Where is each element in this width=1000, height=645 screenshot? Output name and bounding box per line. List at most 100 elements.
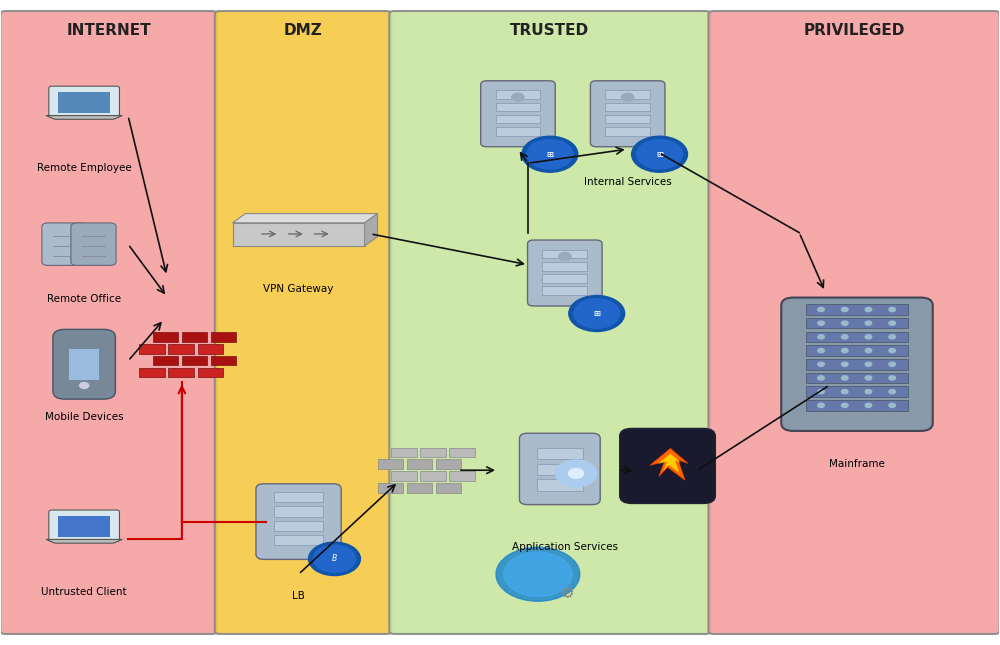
Circle shape <box>865 335 872 339</box>
FancyBboxPatch shape <box>256 484 341 559</box>
FancyBboxPatch shape <box>806 359 908 370</box>
Circle shape <box>889 348 895 353</box>
FancyBboxPatch shape <box>389 11 710 634</box>
Circle shape <box>632 136 687 172</box>
Circle shape <box>865 390 872 393</box>
FancyBboxPatch shape <box>139 368 165 377</box>
FancyBboxPatch shape <box>198 344 223 353</box>
FancyBboxPatch shape <box>542 274 587 283</box>
FancyBboxPatch shape <box>211 332 236 342</box>
Circle shape <box>841 390 848 393</box>
Circle shape <box>818 335 824 339</box>
Circle shape <box>555 460 597 487</box>
Text: Mainframe: Mainframe <box>829 459 885 469</box>
Circle shape <box>841 321 848 325</box>
Circle shape <box>865 403 872 408</box>
FancyBboxPatch shape <box>542 286 587 295</box>
Circle shape <box>818 390 824 393</box>
Circle shape <box>818 308 824 312</box>
Polygon shape <box>233 223 365 246</box>
Circle shape <box>865 308 872 312</box>
FancyBboxPatch shape <box>605 127 650 135</box>
FancyBboxPatch shape <box>605 103 650 111</box>
FancyBboxPatch shape <box>806 332 908 342</box>
Circle shape <box>841 376 848 380</box>
Text: TRUSTED: TRUSTED <box>510 23 589 38</box>
FancyBboxPatch shape <box>806 318 908 328</box>
FancyBboxPatch shape <box>436 483 461 493</box>
FancyBboxPatch shape <box>496 115 540 123</box>
Text: Remote Office: Remote Office <box>47 293 121 304</box>
FancyBboxPatch shape <box>590 81 665 146</box>
FancyBboxPatch shape <box>519 433 600 504</box>
FancyBboxPatch shape <box>53 330 115 399</box>
Circle shape <box>865 376 872 380</box>
Text: Mobile Devices: Mobile Devices <box>45 412 123 422</box>
FancyBboxPatch shape <box>71 223 116 265</box>
Circle shape <box>865 362 872 366</box>
Text: Internal Services: Internal Services <box>584 177 672 187</box>
Circle shape <box>512 94 524 101</box>
FancyBboxPatch shape <box>496 127 540 135</box>
Text: ⊞: ⊞ <box>593 309 600 318</box>
Circle shape <box>889 321 895 325</box>
Text: ⚙: ⚙ <box>560 586 574 600</box>
FancyBboxPatch shape <box>153 356 178 366</box>
Circle shape <box>889 376 895 380</box>
Circle shape <box>865 321 872 325</box>
FancyBboxPatch shape <box>449 448 475 457</box>
Polygon shape <box>658 453 681 473</box>
FancyBboxPatch shape <box>436 459 461 469</box>
FancyBboxPatch shape <box>420 471 446 481</box>
FancyBboxPatch shape <box>182 332 207 342</box>
Circle shape <box>522 136 578 172</box>
FancyBboxPatch shape <box>537 464 583 475</box>
FancyBboxPatch shape <box>542 250 587 258</box>
Circle shape <box>559 253 571 261</box>
Circle shape <box>889 362 895 366</box>
FancyBboxPatch shape <box>537 479 583 491</box>
FancyBboxPatch shape <box>806 386 908 397</box>
Circle shape <box>569 468 584 478</box>
Text: B: B <box>332 554 337 563</box>
Circle shape <box>889 403 895 408</box>
Text: Application Services: Application Services <box>512 542 618 552</box>
FancyBboxPatch shape <box>528 240 602 306</box>
FancyBboxPatch shape <box>139 344 165 353</box>
Circle shape <box>622 94 634 101</box>
FancyBboxPatch shape <box>274 492 323 502</box>
Circle shape <box>569 295 625 332</box>
FancyBboxPatch shape <box>274 506 323 517</box>
FancyBboxPatch shape <box>537 448 583 459</box>
Text: Untrusted Client: Untrusted Client <box>41 587 127 597</box>
FancyBboxPatch shape <box>449 471 475 481</box>
Circle shape <box>841 348 848 353</box>
Circle shape <box>309 542 360 575</box>
Polygon shape <box>46 115 122 119</box>
FancyBboxPatch shape <box>182 356 207 366</box>
Text: INTERNET: INTERNET <box>66 23 151 38</box>
FancyBboxPatch shape <box>58 516 110 537</box>
Text: ⊞: ⊞ <box>656 150 663 159</box>
FancyBboxPatch shape <box>168 344 194 353</box>
FancyBboxPatch shape <box>620 428 715 504</box>
FancyBboxPatch shape <box>496 90 540 99</box>
Circle shape <box>865 348 872 353</box>
FancyBboxPatch shape <box>781 297 933 431</box>
FancyBboxPatch shape <box>378 459 403 469</box>
Text: VPN Gateway: VPN Gateway <box>263 284 334 294</box>
Circle shape <box>841 362 848 366</box>
FancyBboxPatch shape <box>211 356 236 366</box>
Text: Remote Employee: Remote Employee <box>37 163 132 174</box>
FancyBboxPatch shape <box>542 262 587 270</box>
FancyBboxPatch shape <box>49 86 119 117</box>
Circle shape <box>841 335 848 339</box>
FancyBboxPatch shape <box>378 483 403 493</box>
FancyBboxPatch shape <box>407 483 432 493</box>
FancyBboxPatch shape <box>391 448 417 457</box>
Circle shape <box>818 348 824 353</box>
FancyBboxPatch shape <box>806 400 908 411</box>
Polygon shape <box>365 213 378 246</box>
FancyBboxPatch shape <box>806 373 908 383</box>
FancyBboxPatch shape <box>69 349 99 380</box>
